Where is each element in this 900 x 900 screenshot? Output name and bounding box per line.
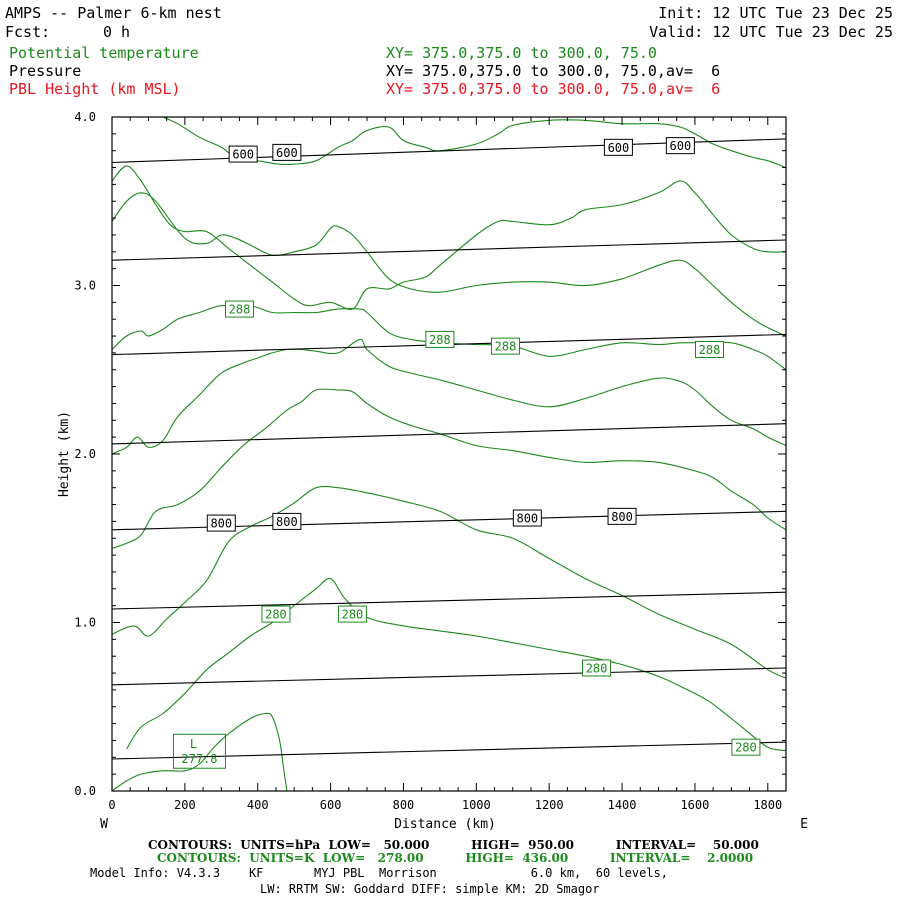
y-tick-label: 3.0 — [74, 279, 96, 293]
theta-contour-label: 288 — [699, 343, 721, 357]
y-axis-label: Height (km) — [57, 411, 72, 497]
theta-contour-label-box — [490, 337, 520, 355]
pressure-contour-label: 600 — [608, 141, 630, 155]
model-info-physics: LW: RRTM SW: Goddard DIFF: simple KM: 2D… — [260, 882, 600, 896]
pressure-contour-label: 600 — [276, 146, 298, 160]
y-tick-label: 0.0 — [74, 784, 96, 798]
theta-minimum-box — [172, 733, 226, 769]
y-tick-label: 4.0 — [74, 110, 96, 124]
theta-contour-info: CONTOURS: UNITS=K LOW= 278.00 HIGH= 436.… — [157, 851, 754, 865]
theta-minimum-letter: L — [190, 737, 197, 751]
theta-contour-label-box — [731, 738, 761, 756]
x-tick-label: 0 — [108, 798, 115, 812]
model-info: Model Info: V4.3.3 KF MYJ PBL Morrison 6… — [90, 866, 668, 880]
theta-contour-label-box — [582, 659, 612, 677]
field-name-pressure: Pressure — [9, 62, 82, 80]
x-tick-label: 1600 — [680, 798, 709, 812]
theta-contour-label: 280 — [586, 661, 608, 675]
east-label: E — [800, 817, 808, 832]
x-tick-label: 1400 — [608, 798, 637, 812]
pressure-contour-label-box — [272, 512, 302, 530]
field-xy-theta: XY= 375.0,375.0 to 300.0, 75.0 — [386, 44, 657, 62]
theta-contour-2 — [112, 485, 786, 679]
field-name-theta: Potential temperature — [9, 44, 199, 62]
theta-contour-4 — [112, 338, 786, 455]
y-tick-label: 1.0 — [74, 616, 96, 630]
pressure-contour-label: 800 — [210, 517, 232, 531]
valid-time: Valid: 12 UTC Tue 23 Dec 25 — [649, 23, 893, 41]
pressure-contour-label-box — [512, 509, 542, 527]
init-time: Init: 12 UTC Tue 23 Dec 25 — [658, 4, 893, 22]
pressure-contour-label-box — [206, 514, 236, 532]
x-tick-label: 1000 — [462, 798, 491, 812]
field-name-pbl: PBL Height (km MSL) — [9, 80, 181, 98]
pressure-contour-950 — [112, 741, 786, 760]
x-tick-label: 1200 — [535, 798, 564, 812]
theta-contour-7 — [112, 165, 786, 311]
theta-contour-6 — [112, 192, 786, 337]
theta-contour-5 — [112, 304, 786, 371]
theta-contour-0 — [112, 712, 288, 791]
plot-frame — [111, 116, 787, 792]
pressure-contour-label: 600 — [232, 148, 254, 162]
x-tick-label: 200 — [174, 798, 196, 812]
pressure-contour-info: CONTOURS: UNITS=hPa LOW= 50.000 HIGH= 95… — [148, 838, 759, 852]
pressure-contour-label-box — [603, 138, 633, 156]
pressure-contour-650 — [112, 239, 786, 261]
x-tick-label: 800 — [393, 798, 415, 812]
pressure-contour-label-box — [272, 143, 302, 161]
theta-contour-label-box — [337, 605, 367, 623]
pressure-contour-label: 800 — [611, 510, 633, 524]
x-axis-label: Distance (km) — [394, 817, 496, 832]
pressure-contour-label-box — [665, 137, 695, 155]
x-tick-label: 400 — [247, 798, 269, 812]
pressure-contour-750 — [112, 423, 786, 445]
theta-contour-label: 288 — [229, 303, 251, 317]
theta-contour-label: 288 — [429, 333, 451, 347]
theta-contour-label: 288 — [495, 340, 517, 354]
pressure-contour-label-box — [228, 145, 258, 163]
theta-contour-label: 280 — [735, 741, 757, 755]
theta-minimum-value: 277.8 — [181, 752, 217, 766]
pressure-contour-label: 800 — [516, 512, 538, 526]
theta-contour-label-box — [225, 300, 255, 318]
theta-contour-label: 280 — [342, 608, 364, 622]
pressure-contour-850 — [112, 591, 786, 610]
pressure-contour-label: 800 — [276, 515, 298, 529]
theta-contour-label-box — [425, 330, 455, 348]
west-label: W — [100, 817, 108, 832]
theta-contour-label-box — [694, 341, 724, 359]
field-xy-pbl: XY= 375.0,375.0 to 300.0, 75.0,av= 6 — [386, 80, 721, 98]
theta-contour-3 — [112, 388, 786, 549]
pressure-contour-label-box — [607, 507, 637, 525]
theta-contour-label-box — [261, 605, 291, 623]
pressure-contour-label: 600 — [670, 139, 692, 153]
y-tick-label: 2.0 — [74, 447, 96, 461]
theta-contour-1 — [126, 577, 786, 752]
chart-title: AMPS -- Palmer 6-km nest — [5, 4, 222, 22]
pressure-contour-900 — [112, 667, 786, 686]
x-tick-label: 1800 — [753, 798, 782, 812]
forecast-label: Fcst: — [5, 23, 51, 41]
theta-contour-label: 280 — [265, 608, 287, 622]
field-xy-pressure: XY= 375.0,375.0 to 300.0, 75.0,av= 6 — [386, 62, 721, 80]
x-tick-label: 600 — [320, 798, 342, 812]
forecast-value: 0 h — [103, 23, 131, 41]
